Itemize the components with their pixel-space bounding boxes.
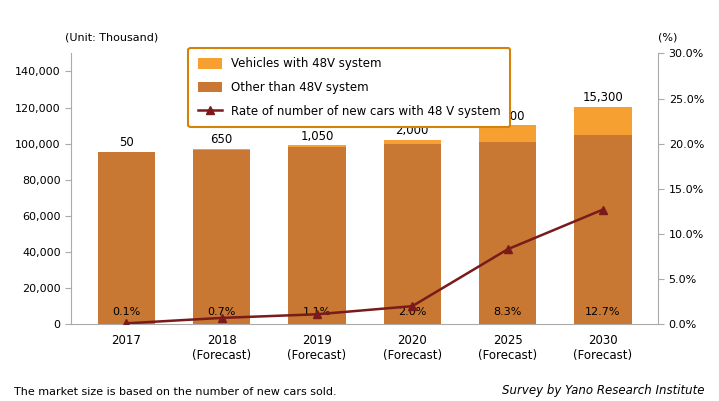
Bar [479,142,536,324]
Bar [384,140,441,144]
Text: 0.1%: 0.1% [112,307,140,317]
Text: 2.0%: 2.0% [398,307,426,317]
Text: 0.7%: 0.7% [208,307,236,317]
Text: The market size is based on the number of new cars sold.: The market size is based on the number o… [14,387,337,397]
Bar [574,135,631,324]
Text: 650: 650 [211,134,233,146]
Text: 1.1%: 1.1% [303,307,331,317]
Text: (%): (%) [658,32,677,43]
Text: 1,050: 1,050 [301,130,334,143]
Bar [288,146,346,148]
Bar [288,148,346,324]
Text: 9,200: 9,200 [491,109,524,123]
Text: 15,300: 15,300 [582,91,623,104]
Text: (Unit: Thousand): (Unit: Thousand) [65,32,158,43]
Text: 8.3%: 8.3% [493,307,522,317]
Text: 2,000: 2,000 [395,124,429,138]
Bar [98,152,155,324]
Bar [384,144,441,324]
Bar [193,149,250,150]
Text: 12.7%: 12.7% [585,307,620,317]
Legend: Vehicles with 48V system, Other than 48V system, Rate of number of new cars with: Vehicles with 48V system, Other than 48V… [188,48,510,127]
Text: 50: 50 [119,136,134,149]
Text: Survey by Yano Research Institute: Survey by Yano Research Institute [502,384,705,397]
Bar [193,150,250,324]
Bar [574,107,631,135]
Bar [479,125,536,142]
